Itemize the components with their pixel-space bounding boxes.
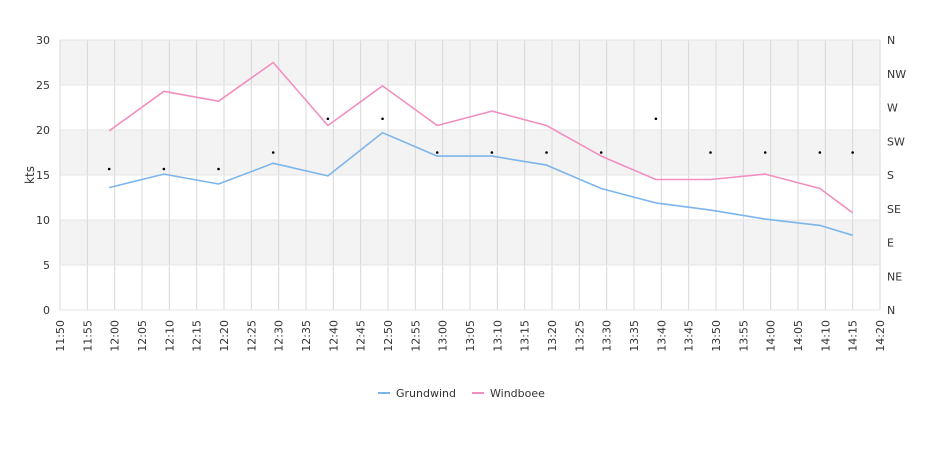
direction-point: [435, 151, 439, 154]
legend-item-windboee[interactable]: Windboee: [472, 387, 545, 400]
x-tick-label: 13:40: [655, 320, 668, 352]
legend-label: Windboee: [490, 387, 545, 400]
x-tick-label: 11:50: [54, 320, 67, 352]
x-tick-label: 13:10: [491, 320, 504, 352]
x-tick-label: 12:55: [409, 320, 422, 352]
x-tick-label: 14:20: [874, 320, 887, 352]
y-axis-right: N NE E SE S SW W NW N: [887, 34, 906, 317]
series-line-grundwind: [109, 131, 853, 237]
direction-point: [271, 151, 275, 154]
y2-tick-label: SW: [887, 135, 905, 148]
x-tick-label: 13:55: [737, 320, 750, 352]
y-tick-label: 15: [36, 169, 50, 182]
y2-tick-label: N: [887, 304, 895, 317]
direction-points: [107, 117, 854, 171]
x-tick-label: 14:10: [819, 320, 832, 352]
x-tick-label: 14:15: [847, 320, 860, 352]
x-tick-label: 12:30: [273, 320, 286, 352]
y-axis-left: 0 5 10 15 20 25 30: [36, 34, 50, 317]
y2-tick-label: E: [887, 237, 894, 250]
direction-point: [709, 151, 712, 154]
y-axis-title: kts: [23, 166, 37, 184]
direction-point: [851, 151, 854, 154]
series-line-windboee: [108, 61, 854, 214]
x-tick-label: 13:15: [519, 320, 532, 352]
direction-point: [654, 117, 658, 121]
y-tick-label: 5: [43, 259, 50, 272]
y2-tick-label: S: [887, 169, 894, 182]
direction-point: [217, 167, 220, 171]
series-layer: [108, 61, 854, 237]
direction-point: [490, 151, 494, 154]
x-tick-label: 13:05: [464, 320, 477, 352]
x-tick-label: 13:20: [546, 320, 559, 352]
x-tick-label: 13:50: [710, 320, 723, 352]
x-tick-label: 14:00: [765, 320, 778, 352]
y-tick-label: 0: [43, 304, 50, 317]
x-tick-label: 12:40: [327, 320, 340, 352]
direction-point: [763, 151, 767, 154]
x-tick-label: 12:25: [245, 320, 258, 352]
y2-tick-label: W: [887, 102, 898, 115]
x-tick-label: 13:45: [683, 320, 696, 352]
x-tick-label: 13:25: [573, 320, 586, 352]
y-tick-label: 30: [36, 34, 50, 47]
direction-point: [326, 117, 330, 121]
direction-point: [381, 117, 384, 121]
x-tick-label: 12:35: [300, 320, 313, 352]
x-tick-label: 12:15: [191, 320, 204, 352]
x-tick-label: 12:50: [382, 320, 395, 352]
x-tick-label: 13:30: [601, 320, 614, 352]
x-tick-label: 14:05: [792, 320, 805, 352]
x-tick-label: 12:20: [218, 320, 231, 352]
direction-point: [162, 167, 166, 171]
x-tick-label: 12:45: [355, 320, 368, 352]
direction-point: [599, 151, 603, 154]
legend-item-grundwind[interactable]: Grundwind: [378, 387, 456, 400]
x-tick-label: 12:10: [163, 320, 176, 352]
y2-tick-label: NW: [887, 68, 906, 81]
direction-point: [545, 151, 548, 154]
y2-tick-label: SE: [887, 203, 901, 216]
x-axis: 11:50 11:55 12:00 12:05 12:10 12:15 12:20 12:25…: [54, 320, 887, 352]
x-tick-label: 13:35: [628, 320, 641, 352]
x-tick-label: 13:00: [437, 320, 450, 352]
x-tick-label: 12:05: [136, 320, 149, 352]
y-tick-label: 10: [36, 214, 50, 227]
direction-point: [818, 151, 822, 154]
x-tick-label: 11:55: [81, 320, 94, 352]
y2-tick-label: NE: [887, 270, 902, 283]
direction-point: [107, 167, 111, 171]
x-tick-label: 12:00: [109, 320, 122, 352]
legend-label: Grundwind: [396, 387, 456, 400]
plot-grid: [59, 39, 881, 311]
y2-tick-label: N: [887, 34, 895, 47]
legend[interactable]: Grundwind Windboee: [378, 387, 545, 400]
y-tick-label: 25: [36, 79, 50, 92]
y-tick-label: 20: [36, 124, 50, 137]
